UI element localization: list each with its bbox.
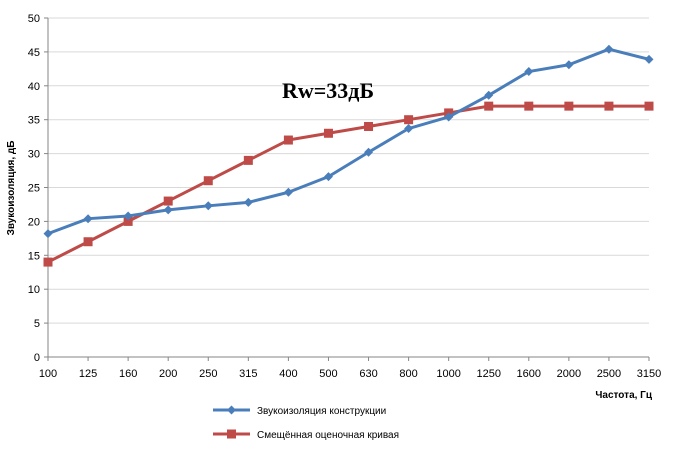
gridlines bbox=[48, 17, 649, 324]
y-tick-labels: 0 5 10 15 20 25 30 35 40 45 50 bbox=[28, 13, 48, 364]
legend-marker bbox=[227, 429, 236, 439]
data-point-diamond bbox=[323, 172, 333, 182]
y-tick-label: 45 bbox=[28, 47, 40, 59]
legend-label: Звукоизоляция конструкции bbox=[257, 406, 386, 417]
data-point-square bbox=[43, 257, 53, 267]
data-point-square bbox=[323, 128, 333, 138]
series-1 bbox=[43, 101, 654, 267]
x-tick-label: 500 bbox=[319, 368, 337, 380]
x-tick-label: 125 bbox=[79, 368, 97, 380]
data-point-diamond bbox=[644, 54, 654, 64]
data-point-square bbox=[243, 155, 253, 165]
data-point-square bbox=[364, 121, 374, 131]
data-point-diamond bbox=[123, 211, 133, 221]
data-point-diamond bbox=[484, 90, 494, 100]
data-point-square bbox=[163, 196, 173, 206]
series-0 bbox=[43, 44, 654, 239]
data-point-square bbox=[123, 216, 133, 226]
y-tick-label: 10 bbox=[28, 284, 40, 296]
x-tick-label: 630 bbox=[359, 368, 377, 380]
y-tick-label: 5 bbox=[34, 318, 40, 330]
data-point-diamond bbox=[203, 201, 213, 211]
series-group bbox=[43, 44, 654, 267]
data-point-diamond bbox=[524, 67, 534, 77]
x-axis-title: Частота, Гц bbox=[595, 390, 652, 401]
x-tick-label: 1000 bbox=[436, 368, 460, 380]
data-point-square bbox=[604, 101, 614, 111]
y-axis-title: Звукоизоляция, дБ bbox=[6, 141, 17, 236]
data-point-square bbox=[484, 101, 494, 111]
x-tick-label: 2000 bbox=[557, 368, 581, 380]
x-tick-label: 400 bbox=[279, 368, 297, 380]
legend-marker bbox=[227, 405, 236, 415]
y-tick-label: 30 bbox=[28, 149, 40, 161]
rw-annotation: Rw=33дБ bbox=[282, 78, 374, 103]
data-point-square bbox=[83, 237, 93, 247]
y-tick-label: 15 bbox=[28, 250, 40, 262]
series-line bbox=[47, 47, 650, 236]
data-point-diamond bbox=[243, 197, 253, 207]
legend: Звукоизоляция конструкции Смещённая оцено… bbox=[213, 405, 399, 441]
series-line bbox=[47, 104, 649, 264]
x-tick-label: 250 bbox=[199, 368, 217, 380]
data-point-square bbox=[203, 176, 213, 186]
x-tick-label: 200 bbox=[159, 368, 177, 380]
data-point-square bbox=[404, 115, 414, 125]
y-tick-label: 0 bbox=[34, 352, 40, 364]
data-point-diamond bbox=[564, 60, 574, 70]
data-point-diamond bbox=[364, 147, 374, 157]
x-tick-label: 1250 bbox=[476, 368, 500, 380]
data-point-diamond bbox=[43, 229, 53, 239]
data-point-diamond bbox=[604, 44, 614, 54]
data-point-square bbox=[564, 101, 574, 111]
data-point-square bbox=[524, 101, 534, 111]
x-tick-labels: 100 125 160 200 250 315 400 500 630 800 1000 1250 16… bbox=[39, 357, 661, 380]
x-tick-label: 100 bbox=[39, 368, 57, 380]
x-tick-label: 800 bbox=[399, 368, 417, 380]
x-tick-label: 2500 bbox=[597, 368, 621, 380]
y-tick-label: 40 bbox=[28, 81, 40, 93]
data-point-diamond bbox=[404, 124, 414, 134]
y-tick-label: 20 bbox=[28, 216, 40, 228]
x-tick-label: 315 bbox=[239, 368, 257, 380]
y-tick-label: 50 bbox=[28, 13, 40, 25]
x-tick-label: 1600 bbox=[517, 368, 541, 380]
data-point-diamond bbox=[83, 214, 93, 224]
x-tick-label: 160 bbox=[119, 368, 137, 380]
y-tick-label: 25 bbox=[28, 183, 40, 195]
legend-label: Смещённая оценочная кривая bbox=[257, 430, 399, 441]
data-point-diamond bbox=[283, 187, 293, 197]
data-point-diamond bbox=[444, 112, 454, 122]
data-point-square bbox=[283, 135, 293, 145]
y-tick-label: 35 bbox=[28, 115, 40, 127]
x-tick-label: 3150 bbox=[637, 368, 661, 380]
data-point-square bbox=[644, 101, 654, 111]
data-point-diamond bbox=[163, 205, 173, 215]
